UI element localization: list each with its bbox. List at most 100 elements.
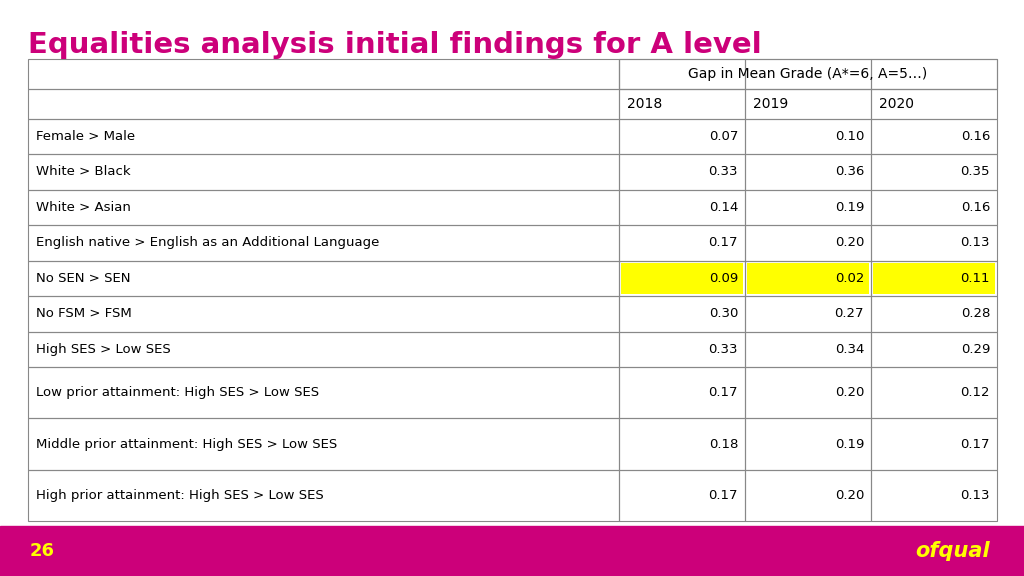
Text: 0.14: 0.14 bbox=[709, 201, 738, 214]
Bar bbox=[871, 119, 997, 154]
Text: 0.20: 0.20 bbox=[835, 489, 864, 502]
Bar bbox=[748, 263, 869, 294]
Text: 0.13: 0.13 bbox=[961, 236, 990, 249]
Text: Gap in Mean Grade (A*=6, A=5…): Gap in Mean Grade (A*=6, A=5…) bbox=[688, 67, 928, 81]
Bar bbox=[871, 367, 997, 418]
Text: 0.17: 0.17 bbox=[709, 386, 738, 399]
Bar bbox=[871, 154, 997, 190]
Bar bbox=[0, 526, 1024, 576]
Bar bbox=[745, 469, 871, 521]
Text: 0.11: 0.11 bbox=[961, 272, 990, 285]
Text: 0.12: 0.12 bbox=[961, 386, 990, 399]
Bar bbox=[871, 225, 997, 260]
Text: English native > English as an Additional Language: English native > English as an Additiona… bbox=[36, 236, 379, 249]
Bar bbox=[620, 469, 745, 521]
Text: 0.07: 0.07 bbox=[709, 130, 738, 143]
Text: No FSM > FSM: No FSM > FSM bbox=[36, 308, 132, 320]
Text: 2020: 2020 bbox=[879, 97, 914, 111]
Bar bbox=[745, 190, 871, 225]
Bar bbox=[620, 332, 745, 367]
Text: 0.35: 0.35 bbox=[961, 165, 990, 179]
Text: High prior attainment: High SES > Low SES: High prior attainment: High SES > Low SE… bbox=[36, 489, 324, 502]
Bar bbox=[620, 89, 745, 119]
Bar bbox=[620, 59, 997, 89]
Bar bbox=[28, 119, 620, 154]
Bar bbox=[745, 260, 871, 296]
Bar bbox=[28, 367, 620, 418]
Bar bbox=[871, 190, 997, 225]
Text: 0.17: 0.17 bbox=[709, 489, 738, 502]
Text: 0.16: 0.16 bbox=[961, 201, 990, 214]
Bar bbox=[745, 332, 871, 367]
Text: White > Asian: White > Asian bbox=[36, 201, 131, 214]
Bar bbox=[620, 59, 745, 89]
Bar bbox=[620, 154, 745, 190]
Text: 2018: 2018 bbox=[627, 97, 663, 111]
Bar bbox=[745, 89, 871, 119]
Bar bbox=[871, 469, 997, 521]
Text: 0.10: 0.10 bbox=[835, 130, 864, 143]
Bar bbox=[620, 418, 745, 469]
Text: 0.27: 0.27 bbox=[835, 308, 864, 320]
Text: 0.36: 0.36 bbox=[835, 165, 864, 179]
Bar bbox=[871, 332, 997, 367]
Bar bbox=[745, 418, 871, 469]
Text: 0.30: 0.30 bbox=[709, 308, 738, 320]
Text: Female > Male: Female > Male bbox=[36, 130, 135, 143]
Text: 0.33: 0.33 bbox=[709, 165, 738, 179]
Bar bbox=[745, 59, 871, 89]
Bar bbox=[28, 332, 620, 367]
Text: White > Black: White > Black bbox=[36, 165, 131, 179]
Bar bbox=[28, 190, 620, 225]
Bar bbox=[873, 263, 995, 294]
Text: 0.18: 0.18 bbox=[709, 438, 738, 450]
Bar bbox=[871, 89, 997, 119]
Bar bbox=[28, 418, 620, 469]
Bar bbox=[745, 154, 871, 190]
Text: 0.34: 0.34 bbox=[835, 343, 864, 356]
Text: 0.09: 0.09 bbox=[709, 272, 738, 285]
Text: 0.17: 0.17 bbox=[709, 236, 738, 249]
Bar bbox=[745, 225, 871, 260]
Text: Middle prior attainment: High SES > Low SES: Middle prior attainment: High SES > Low … bbox=[36, 438, 337, 450]
Bar bbox=[620, 296, 745, 332]
Bar bbox=[28, 89, 620, 119]
Bar bbox=[620, 119, 745, 154]
Bar bbox=[28, 154, 620, 190]
Bar bbox=[28, 59, 620, 89]
Bar bbox=[745, 296, 871, 332]
Bar bbox=[871, 260, 997, 296]
Bar bbox=[620, 225, 745, 260]
Bar bbox=[28, 469, 620, 521]
Text: 26: 26 bbox=[30, 542, 55, 560]
Bar bbox=[622, 263, 743, 294]
Bar bbox=[28, 296, 620, 332]
Bar bbox=[745, 119, 871, 154]
Text: 2019: 2019 bbox=[753, 97, 788, 111]
Text: 0.28: 0.28 bbox=[961, 308, 990, 320]
Bar bbox=[28, 225, 620, 260]
Bar bbox=[871, 296, 997, 332]
Text: 0.13: 0.13 bbox=[961, 489, 990, 502]
Bar bbox=[871, 418, 997, 469]
Text: No SEN > SEN: No SEN > SEN bbox=[36, 272, 130, 285]
Bar bbox=[871, 59, 997, 89]
Text: 0.19: 0.19 bbox=[835, 438, 864, 450]
Text: 0.02: 0.02 bbox=[835, 272, 864, 285]
Text: Low prior attainment: High SES > Low SES: Low prior attainment: High SES > Low SES bbox=[36, 386, 319, 399]
Text: 0.20: 0.20 bbox=[835, 386, 864, 399]
Text: 0.33: 0.33 bbox=[709, 343, 738, 356]
Bar bbox=[620, 367, 745, 418]
Text: 0.17: 0.17 bbox=[961, 438, 990, 450]
Text: 0.16: 0.16 bbox=[961, 130, 990, 143]
Text: 0.29: 0.29 bbox=[961, 343, 990, 356]
Bar bbox=[620, 260, 745, 296]
Bar bbox=[620, 190, 745, 225]
Bar bbox=[28, 260, 620, 296]
Text: High SES > Low SES: High SES > Low SES bbox=[36, 343, 171, 356]
Text: ofqual: ofqual bbox=[915, 541, 990, 561]
Text: 0.20: 0.20 bbox=[835, 236, 864, 249]
Bar bbox=[745, 367, 871, 418]
Text: 0.19: 0.19 bbox=[835, 201, 864, 214]
Text: Equalities analysis initial findings for A level: Equalities analysis initial findings for… bbox=[28, 31, 762, 59]
